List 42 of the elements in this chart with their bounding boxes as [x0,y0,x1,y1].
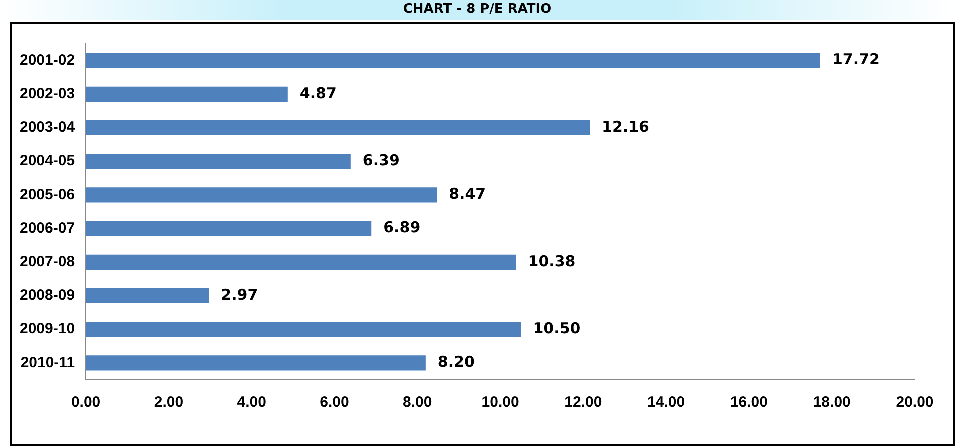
bar [86,288,210,304]
data-label: 12.16 [602,118,650,136]
y-tick-label: 2002-03 [20,86,76,103]
x-tick-label: 12.00 [564,394,602,412]
bar [86,120,590,136]
data-label: 6.89 [384,218,421,237]
bar [86,322,522,338]
y-tick-label: 2010-11 [20,354,76,372]
x-tick-label: 0.00 [71,394,101,412]
data-label: 6.39 [362,151,400,170]
y-tick-label: 2007-08 [20,254,76,271]
chart-title: CHART - 8 P/E RATIO [0,0,955,20]
data-label: 2.97 [221,286,258,304]
x-tick-label: 6.00 [320,394,350,412]
data-label: 17.72 [832,50,880,69]
y-tick-label: 2001-02 [20,52,76,69]
x-tick-label: 16.00 [730,394,768,412]
x-tick-label: 2.00 [154,394,184,412]
x-tick-label: 14.00 [648,394,686,412]
data-label: 10.50 [533,319,581,338]
y-tick-label: 2003-04 [20,119,76,136]
bar [86,221,372,236]
x-tick-label: 10.00 [482,394,520,412]
y-tick-label: 2009-10 [20,320,76,338]
y-tick-label: 2004-05 [20,152,76,170]
data-label: 8.20 [438,353,475,372]
data-label: 10.38 [528,252,576,270]
data-label: 8.47 [449,185,486,204]
bar [86,86,288,102]
bar [86,154,351,170]
y-tick-label: 2006-07 [20,220,76,237]
y-tick-label: 2005-06 [20,186,76,204]
y-tick-label: 2008-09 [20,287,76,304]
bar [86,254,516,270]
bar [86,356,426,371]
data-label: 4.87 [300,84,337,102]
x-tick-label: 4.00 [237,394,266,412]
bar [86,53,820,68]
x-tick-label: 18.00 [813,394,851,412]
x-tick-label: 20.00 [896,394,934,412]
bar [86,188,438,203]
x-tick-label: 8.00 [403,394,432,412]
